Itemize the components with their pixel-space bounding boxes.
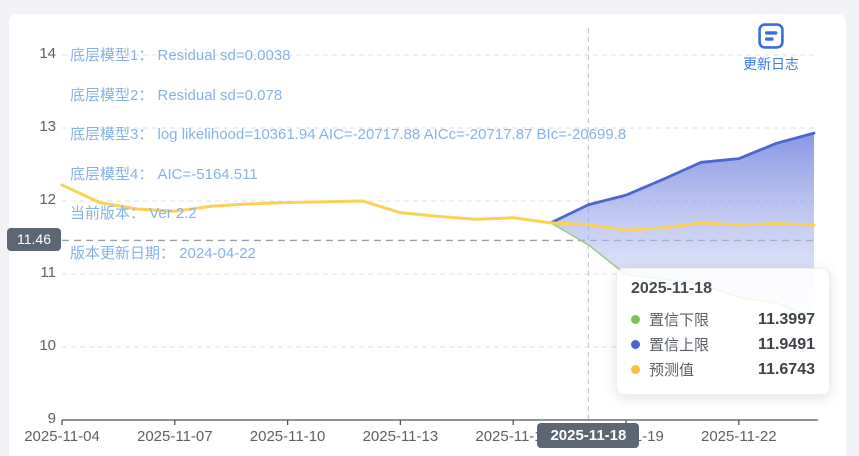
tooltip-row: 置信下限 11.3997 xyxy=(631,307,815,332)
tooltip-row-label: 置信上限 xyxy=(649,337,710,354)
tooltip-row-value: 11.6743 xyxy=(758,360,815,378)
x-axis-label: 2025-11-16 xyxy=(475,428,551,445)
series-dot xyxy=(631,365,640,374)
tooltip-row-value: 11.9491 xyxy=(758,335,815,353)
tooltip-row-label: 预测值 xyxy=(649,362,695,379)
tooltip-row-value: 11.3997 xyxy=(758,310,815,328)
series-dot xyxy=(631,340,640,349)
model-annotation-3: 底层模型3： log likelihood=10361.94 AIC=-2071… xyxy=(70,126,627,144)
y-axis-label: 11 xyxy=(40,264,56,281)
tooltip-row: 预测值 11.6743 xyxy=(631,357,815,382)
x-axis-label: 2025-11-22 xyxy=(700,428,777,445)
y-axis-label: 9 xyxy=(47,410,56,427)
y-axis-label: 14 xyxy=(39,45,56,62)
update-log-button[interactable]: 更新日志 xyxy=(740,21,802,74)
tooltip-row-label: 置信下限 xyxy=(649,312,710,329)
tooltip-row: 置信上限 11.9491 xyxy=(631,332,815,357)
y-axis-label: 13 xyxy=(39,118,56,135)
y-axis-label: 12 xyxy=(39,191,56,208)
update-log-label: 更新日志 xyxy=(743,56,799,72)
model-annotation-2: 底层模型2： Residual sd=0.078 xyxy=(70,86,283,104)
model-annotation-6: 版本更新日期： 2024-04-22 xyxy=(70,245,256,262)
x-axis-label: 2025-11-07 xyxy=(136,428,213,445)
model-annotation-1: 底层模型1： Residual sd=0.0038 xyxy=(70,47,291,64)
model-annotation-4: 底层模型4： AIC=-5164.511 xyxy=(70,165,258,183)
tooltip: 2025-11-18 置信下限 11.3997 置信上限 11.9491 预测值 11.6… xyxy=(616,268,830,395)
x-axis-pointer-badge: 2025-11-18 xyxy=(537,423,640,448)
x-axis-label: 2025-11-13 xyxy=(362,428,439,445)
log-icon xyxy=(758,23,784,49)
x-axis-label: 2025-11-04 xyxy=(24,428,100,445)
series-dot xyxy=(631,315,640,324)
y-axis-label: 10 xyxy=(39,337,56,354)
y-axis-pointer-badge: 11.46 xyxy=(7,228,61,252)
model-annotation-5: 当前版本： Ver 2.2 xyxy=(70,205,197,223)
tooltip-title: 2025-11-18 xyxy=(631,280,712,297)
x-axis-label: 2025-11-10 xyxy=(249,428,326,445)
